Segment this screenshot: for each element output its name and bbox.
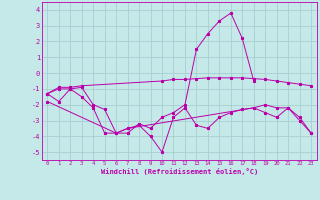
X-axis label: Windchill (Refroidissement éolien,°C): Windchill (Refroidissement éolien,°C) <box>100 168 258 175</box>
